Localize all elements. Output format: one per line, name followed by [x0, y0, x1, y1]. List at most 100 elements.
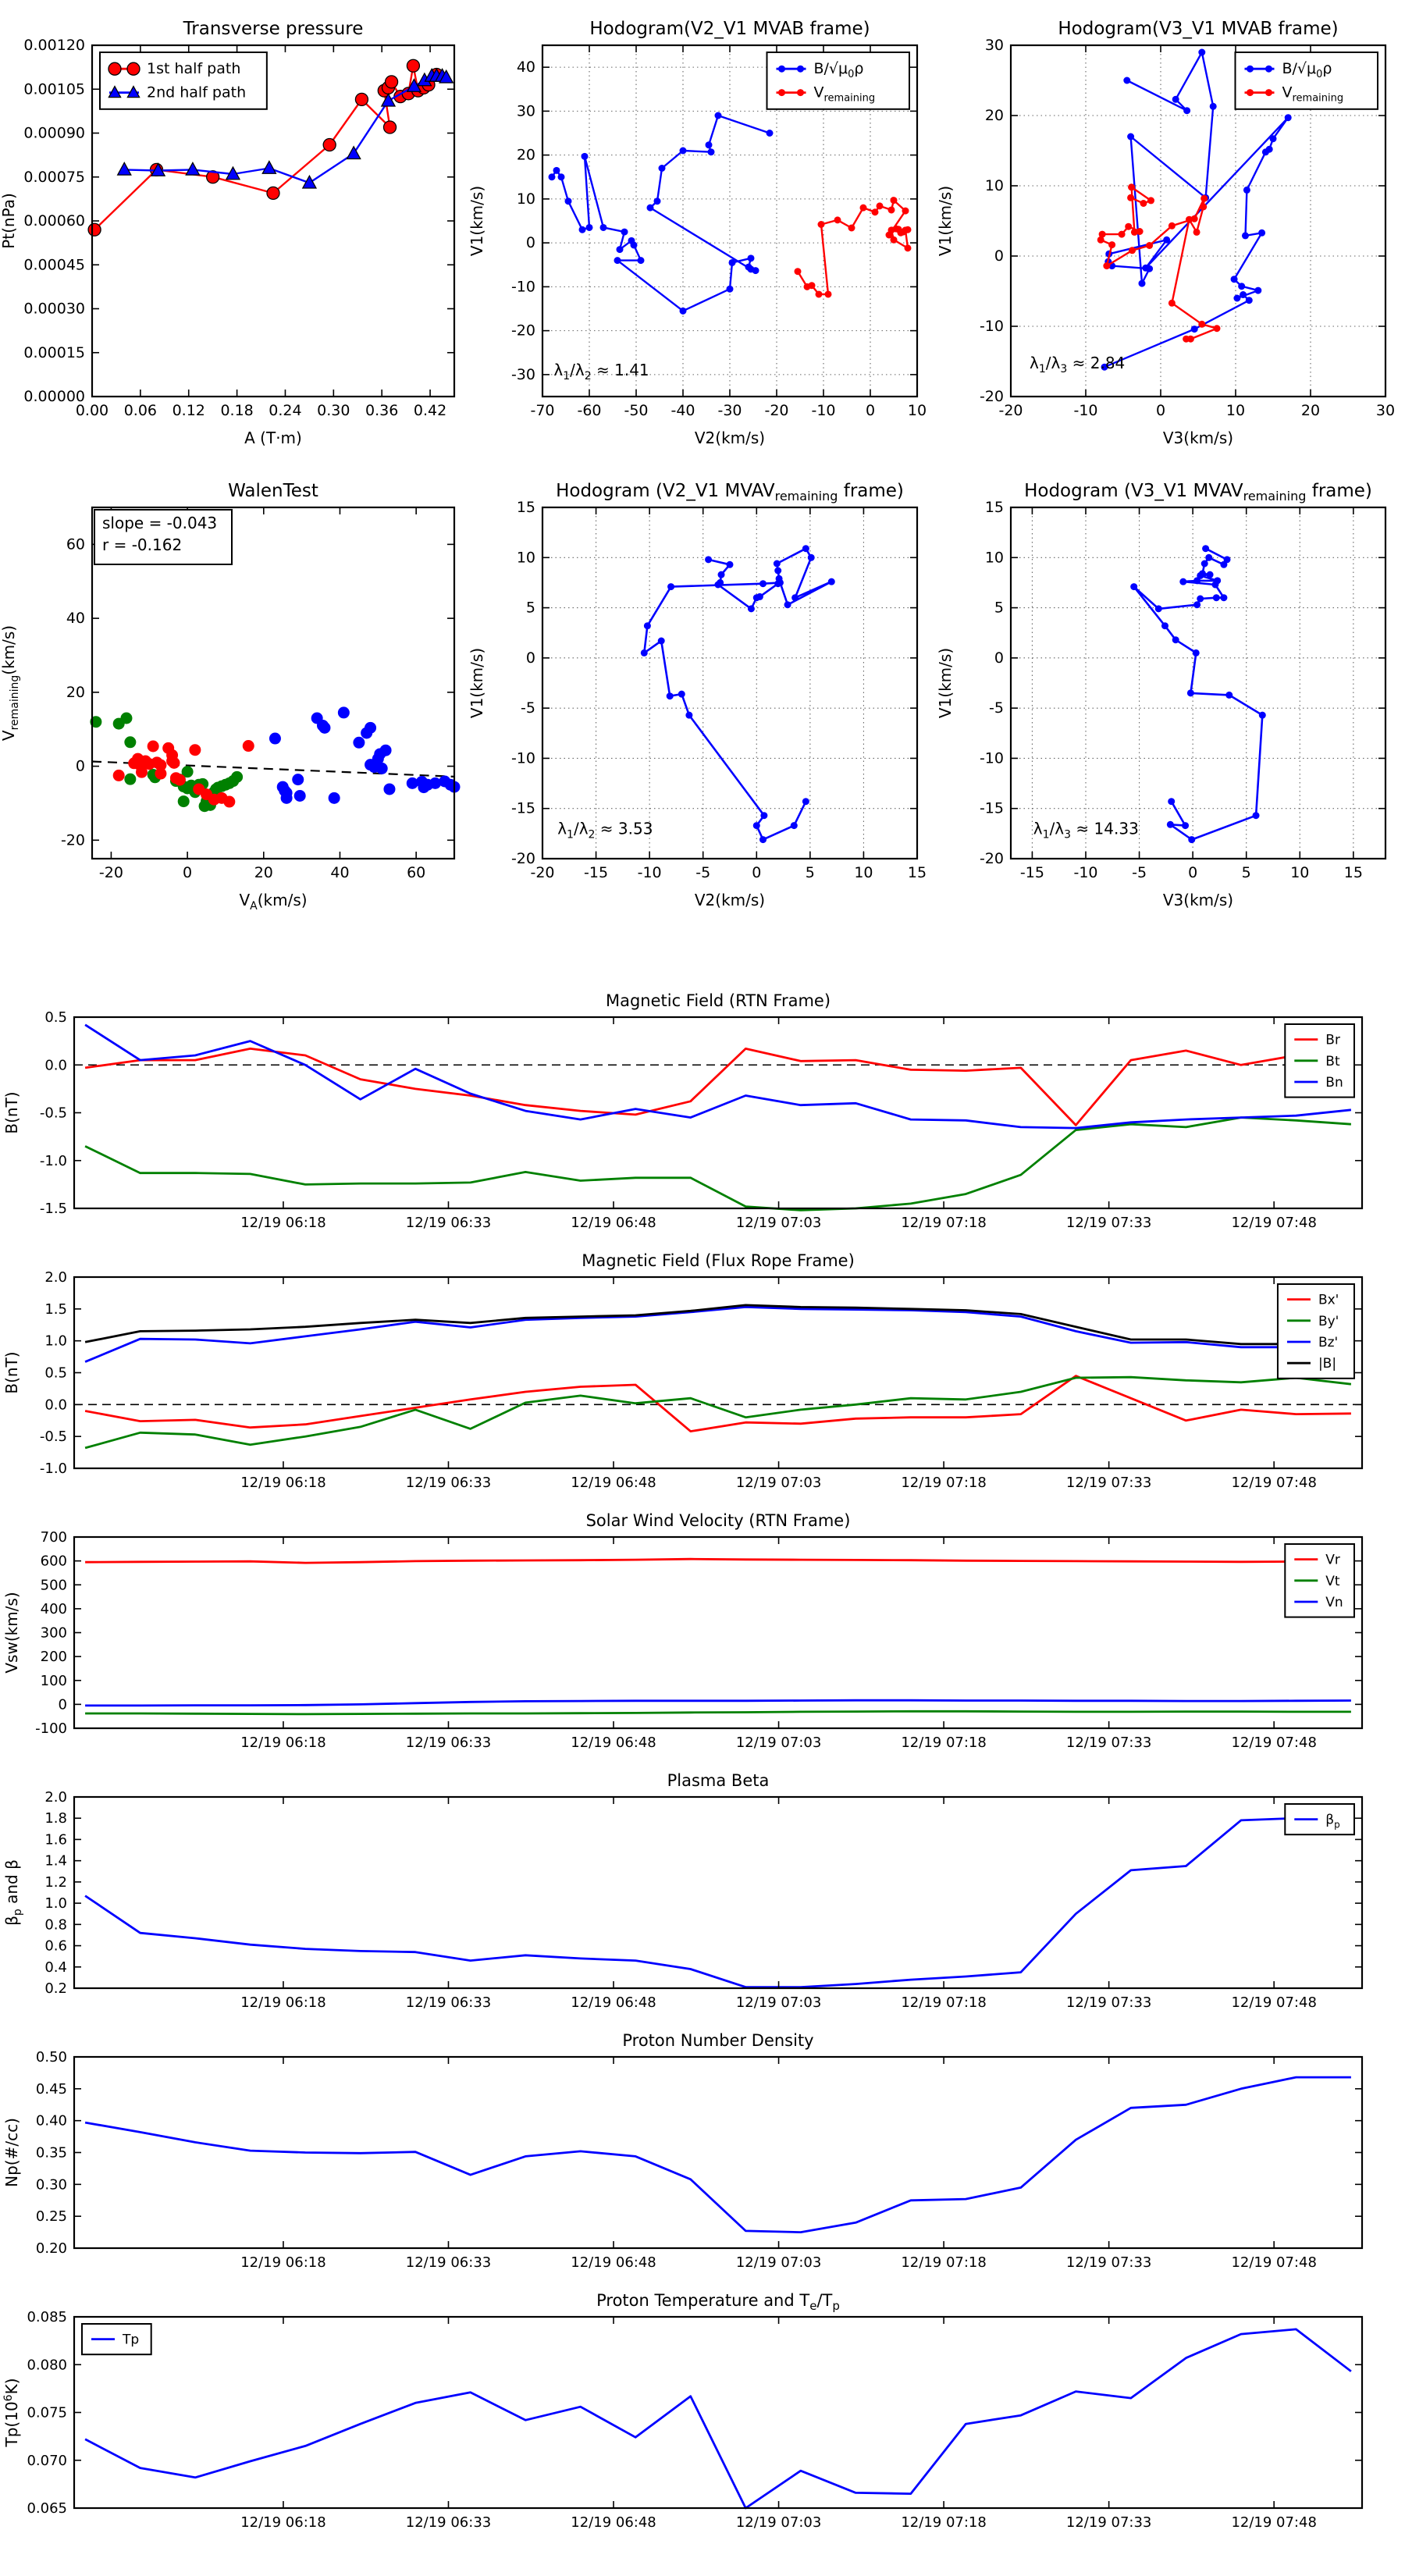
x-tick-label: 20	[1301, 402, 1320, 419]
x-tick-label: 12/19 07:03	[736, 1215, 821, 1231]
x-tick-label: -40	[670, 402, 695, 419]
plot-frame	[73, 1016, 1364, 1210]
y-tick-label: 2.0	[44, 1269, 67, 1286]
y-tick-label: -15	[980, 800, 1004, 817]
x-tick-label: 5	[806, 864, 815, 881]
y-tick-label: 5	[994, 600, 1004, 617]
chart-svg-hodogram-v2v1-mvab: -70 -60 -50 -40 -30 -20 -10 0 10 -30 -20 -10 0 10 20 30…	[468, 19, 927, 447]
y-tick-label: -20	[511, 322, 535, 340]
plot-frame	[73, 1795, 1364, 1990]
y-tick-label: 300	[41, 1625, 67, 1642]
y-tick-label: 10	[985, 549, 1004, 566]
y-tick-label: -20	[980, 388, 1004, 405]
y-tick-label: 0.00060	[23, 212, 85, 229]
y-tick-label: 0.00090	[23, 125, 85, 142]
y-tick-label: -10	[511, 749, 535, 767]
x-tick-label: 12/19 06:18	[240, 1994, 325, 2011]
chart-title: Hodogram(V3_V1 MVAB frame)	[1058, 19, 1338, 39]
chart-title: WalenTest	[228, 481, 318, 501]
y-tick-label: 0.0	[44, 1057, 67, 1073]
y-tick-label: 0.45	[36, 2081, 67, 2097]
x-tick-label: 0.00	[76, 402, 108, 419]
x-tick-label: 0	[183, 864, 192, 881]
annotation: λ1/λ3 ≈ 14.33	[1033, 820, 1139, 841]
x-axis-label: VA(km/s)	[239, 891, 307, 913]
plot-frame	[73, 1276, 1364, 1470]
y-tick-label: 0.25	[36, 2208, 67, 2225]
y-tick-label: 0.085	[27, 2309, 67, 2325]
series-Bn	[84, 1023, 1352, 1130]
x-tick-label: 0.30	[317, 402, 350, 419]
chart-svg-proton-density: 12/19 06:18 12/19 06:33 12/19 06:48 12/19 0…	[2, 2031, 1364, 2271]
chart-svg-hodogram-v3v1-mvav: -15 -10 -5 0 5 10 15 -20 -15 -10 -5 0 5 10 15 Hodogram …	[936, 481, 1387, 909]
annotation: λ1/λ2 ≈ 1.41	[553, 361, 649, 382]
x-tick-label: -70	[530, 402, 554, 419]
y-tick-label: 0.00075	[23, 169, 85, 186]
x-tick-label: 12/19 07:03	[736, 1994, 821, 2011]
y-tick-label: -5	[521, 699, 535, 717]
y-tick-label: 30	[517, 102, 535, 119]
x-tick-label: 12/19 06:33	[406, 2254, 491, 2271]
y-tick-label: 0	[526, 234, 535, 251]
chart-hodogram-v2v1-mvab: -70 -60 -50 -40 -30 -20 -10 0 10 -30 -20 -10 0 10 20 30…	[468, 6, 937, 468]
legend-label: By'	[1318, 1314, 1339, 1329]
y-axis-label: V1(km/s)	[937, 186, 955, 256]
x-tick-label: 12/19 07:18	[901, 1215, 986, 1231]
y-axis-label: Np(#/cc)	[2, 2118, 21, 2187]
x-tick-label: 12/19 07:03	[736, 1475, 821, 1491]
y-tick-label: -5	[989, 699, 1004, 717]
series-fit-line	[91, 760, 455, 777]
chart-title: Hodogram (V2_V1 MVAVremaining frame)	[556, 481, 904, 503]
chart-title: Solar Wind Velocity (RTN Frame)	[586, 1511, 851, 1530]
series-Vn	[85, 1699, 1351, 1707]
x-tick-label: 30	[1376, 402, 1395, 419]
y-tick-label: -1.5	[40, 1201, 67, 1217]
x-tick-label: 12/19 07:48	[1231, 2514, 1316, 2531]
x-tick-label: 12/19 07:33	[1066, 2514, 1151, 2531]
chart-title: Hodogram (V3_V1 MVAVremaining frame)	[1024, 481, 1372, 503]
chart-walen-test: -20 0 20 40 60 -20 0 20 40 60 WalenTest VA(km/s) Vre…	[0, 468, 468, 930]
y-tick-label: 0.00015	[23, 344, 85, 361]
x-tick-label: 0.18	[220, 402, 253, 419]
series-Bx'	[84, 1375, 1351, 1432]
y-tick-label: 1.0	[44, 1895, 67, 1912]
x-axis-label: A (T·m)	[244, 429, 302, 447]
chart-hodogram-v3v1-mvav: -15 -10 -5 0 5 10 15 -20 -15 -10 -5 0 5 10 15 Hodogram …	[936, 468, 1405, 930]
x-tick-label: 12/19 06:18	[240, 1215, 325, 1231]
x-tick-label: 12/19 06:33	[406, 2514, 491, 2531]
x-axis-label: V3(km/s)	[1163, 891, 1233, 909]
x-tick-label: 12/19 06:33	[406, 1994, 491, 2011]
x-tick-label: 12/19 06:18	[240, 2514, 325, 2531]
y-tick-label: 1.8	[44, 1810, 67, 1827]
x-tick-label: 12/19 07:48	[1231, 1994, 1316, 2011]
legend-label: Bt	[1325, 1054, 1340, 1069]
legend-label: Bn	[1325, 1075, 1343, 1091]
panel-proton-density: 12/19 06:18 12/19 06:33 12/19 06:48 12/19 0…	[0, 2012, 1405, 2272]
y-tick-label: 0	[526, 649, 535, 667]
y-tick-label: 500	[41, 1577, 67, 1593]
legend-label: βp	[1325, 1813, 1339, 1831]
y-tick-label: 10	[985, 177, 1004, 194]
chart-title: Transverse pressure	[183, 19, 364, 39]
chart-svg-proton-temperature: 12/19 06:18 12/19 06:33 12/19 06:48 12/19 0…	[2, 2291, 1364, 2531]
y-tick-label: -1.0	[40, 1461, 67, 1477]
y-tick-label: 30	[985, 37, 1004, 54]
x-tick-label: 0	[1188, 864, 1197, 881]
x-tick-label: 12/19 07:18	[901, 1994, 986, 2011]
series-beta-p	[84, 1816, 1352, 1988]
x-tick-label: 12/19 07:03	[736, 1735, 821, 1751]
y-tick-label: -20	[980, 850, 1004, 867]
legend-box	[1234, 52, 1378, 110]
x-tick-label: 12/19 06:48	[571, 1475, 656, 1491]
x-axis-label: V2(km/s)	[695, 429, 765, 447]
x-tick-label: 12/19 07:48	[1231, 2254, 1316, 2271]
chart-svg-hodogram-v3v1-mvab: -20 -10 0 10 20 30 -20 -10 0 10 20 30 Hodogram(V3_V1…	[936, 19, 1395, 447]
y-tick-label: 0	[994, 649, 1004, 667]
chart-title: Plasma Beta	[667, 1771, 770, 1790]
y-tick-label: 0.00030	[23, 301, 85, 318]
y-tick-label: 400	[41, 1601, 67, 1617]
y-tick-label: 0.00045	[23, 256, 85, 273]
x-tick-label: 12/19 06:18	[240, 1735, 325, 1751]
stats-box	[94, 509, 233, 565]
y-tick-label: 0.0	[44, 1397, 67, 1413]
